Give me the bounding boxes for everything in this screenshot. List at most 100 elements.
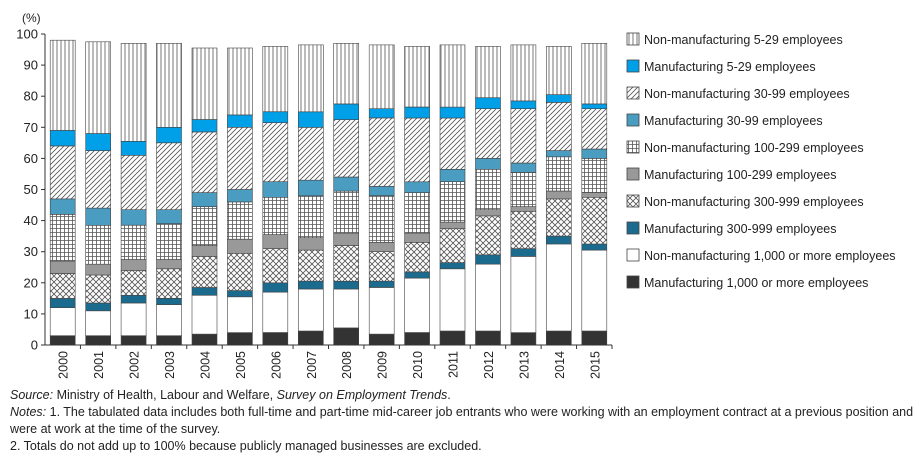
x-tick-label: 2011 <box>447 351 461 378</box>
bar-segment-2008-s5 <box>333 190 360 234</box>
bar-segment-2010-s9 <box>404 46 430 108</box>
bar-segment-2013-s3 <box>510 211 537 249</box>
legend-label: Manufacturing 300-999 employees <box>644 222 836 236</box>
bar-segment-2003-s3 <box>156 268 182 299</box>
bar-segment-2014-s6 <box>545 150 572 158</box>
bar-segment-2015-s5 <box>581 158 608 193</box>
bar-segment-2003-s5 <box>156 223 182 260</box>
legend-swatch <box>626 32 640 46</box>
bar-segment-2010-s8 <box>404 106 430 119</box>
bar-segment-2007-s9 <box>297 44 324 113</box>
x-tick-label: 2014 <box>553 351 567 379</box>
bar-segment-2004-s1 <box>191 294 218 335</box>
y-tick-label: 70 <box>24 120 38 135</box>
bar-segment-2003-s9 <box>156 42 182 128</box>
legend-label: Non-manufacturing 100-299 employees <box>644 141 864 155</box>
bar-segment-2001-s0 <box>85 335 111 346</box>
bar-segment-2001-s7 <box>85 150 111 209</box>
bar-segment-2008-s7 <box>333 119 360 178</box>
bar-segment-2002-s8 <box>120 141 147 156</box>
bar-segment-2014-s7 <box>545 102 572 151</box>
bar-segment-2013-s0 <box>510 332 537 346</box>
bar-segment-2014-s4 <box>545 190 572 200</box>
bar-segment-2000-s7 <box>49 145 76 200</box>
bar-segment-2013-s9 <box>510 44 537 102</box>
y-tick-label: 80 <box>24 89 38 104</box>
bar-segment-2015-s6 <box>581 148 608 159</box>
bar-segment-2005-s9 <box>227 47 253 116</box>
bar-segment-2014-s2 <box>545 235 572 245</box>
bar-segment-2003-s1 <box>156 304 182 337</box>
x-tick-label: 2008 <box>340 351 354 379</box>
bar-segment-2000-s2 <box>49 298 76 308</box>
bar-segment-2002-s4 <box>120 259 147 271</box>
legend-swatch <box>626 59 640 73</box>
bar-segment-2000-s5 <box>49 214 76 262</box>
x-tick-label: 2002 <box>128 351 142 379</box>
y-unit-label: (%) <box>22 11 41 25</box>
bar-segment-2010-s4 <box>404 232 430 243</box>
bar-segment-2009-s7 <box>368 117 395 187</box>
x-tick-label: 2004 <box>198 351 212 379</box>
bar-segment-2015-s4 <box>581 192 608 198</box>
bar-segment-2003-s2 <box>156 298 182 305</box>
bar-segment-2000-s9 <box>49 39 76 131</box>
bar-segment-2003-s6 <box>156 209 182 224</box>
chart-notes: Source: Ministry of Health, Labour and W… <box>10 387 915 455</box>
bar-segment-2015-s1 <box>581 249 608 332</box>
y-tick-label: 20 <box>24 275 38 290</box>
legend: Non-manufacturing 5-29 employees Manufact… <box>626 32 896 290</box>
bar-segment-2012-s4 <box>475 209 501 217</box>
bar-segment-2008-s6 <box>333 176 360 192</box>
x-tick-label: 2015 <box>588 351 602 379</box>
bar-segment-2004-s5 <box>191 206 218 246</box>
note-1: Notes: 1. The tabulated data includes bo… <box>10 405 914 436</box>
bar-segment-2006-s5 <box>262 197 289 235</box>
bar-segment-2011-s8 <box>439 106 466 119</box>
bar-segment-2004-s7 <box>191 131 218 193</box>
bar-segment-2008-s3 <box>333 245 360 282</box>
y-tick-label: 90 <box>24 58 38 73</box>
bar-segment-2005-s7 <box>227 127 253 190</box>
bar-segment-2010-s5 <box>404 192 430 234</box>
bar-segment-2010-s3 <box>404 242 430 273</box>
bar-segment-2010-s0 <box>404 332 430 346</box>
bar-segment-2001-s8 <box>85 133 111 151</box>
legend-swatch <box>626 86 640 100</box>
bar-segment-2015-s2 <box>581 243 608 251</box>
bar-segment-2014-s8 <box>545 94 572 103</box>
x-tick-label: 2013 <box>517 351 531 379</box>
bar-segment-2015-s0 <box>581 330 608 346</box>
bar-segment-2008-s4 <box>333 232 360 246</box>
bar-segment-2003-s0 <box>156 335 182 346</box>
bar-segment-2001-s4 <box>85 263 111 276</box>
bar-segment-2011-s2 <box>439 262 466 270</box>
legend-swatch <box>626 167 640 181</box>
bar-segment-2009-s4 <box>368 242 395 252</box>
x-tick-label: 2007 <box>305 351 319 379</box>
bar-segment-2002-s6 <box>120 209 147 226</box>
bar-segment-2007-s0 <box>297 330 324 346</box>
bar-segment-2004-s8 <box>191 119 218 133</box>
bar-segment-2008-s0 <box>333 327 360 346</box>
bar-segment-2000-s3 <box>49 273 76 299</box>
y-tick-label: 60 <box>24 151 38 166</box>
legend-label: Manufacturing 5-29 employees <box>644 60 816 74</box>
bar-segment-2013-s4 <box>510 206 537 212</box>
bar-segment-2009-s8 <box>368 108 395 119</box>
bar-segment-2010-s7 <box>404 117 430 183</box>
bar-segment-2003-s4 <box>156 259 182 270</box>
bar-segment-2004-s3 <box>191 256 218 288</box>
bar-segment-2006-s8 <box>262 111 289 124</box>
x-tick-label: 2003 <box>163 351 177 379</box>
bar-segment-2009-s1 <box>368 287 395 335</box>
bar-segment-2007-s6 <box>297 179 324 197</box>
bar-segment-2010-s2 <box>404 271 430 279</box>
bar-segment-2011-s9 <box>439 44 466 108</box>
bar-segment-2015-s3 <box>581 197 608 245</box>
legend-label: Manufacturing 100-299 employees <box>644 168 836 182</box>
bar-segment-2001-s6 <box>85 207 111 226</box>
y-tick-label: 10 <box>24 306 38 321</box>
bar-segment-2010-s1 <box>404 277 430 333</box>
bar-segment-2002-s5 <box>120 225 147 260</box>
